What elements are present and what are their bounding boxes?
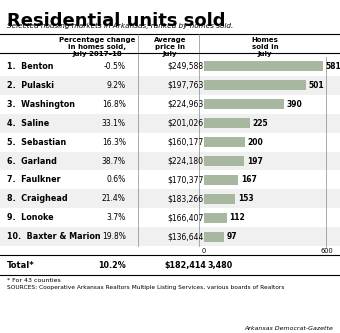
Text: $182,414: $182,414 [164, 260, 206, 270]
Text: 600: 600 [320, 248, 333, 254]
Text: Selected housing markets in Arkansas, ranked by homes sold.: Selected housing markets in Arkansas, ra… [7, 23, 233, 29]
Text: 3.7%: 3.7% [106, 213, 126, 222]
Text: 112: 112 [230, 213, 245, 222]
Text: Average
price in
July: Average price in July [154, 37, 186, 57]
Text: 16.8%: 16.8% [102, 100, 126, 109]
Text: 167: 167 [241, 175, 257, 184]
Text: 390: 390 [286, 100, 302, 109]
Text: 9.2%: 9.2% [107, 81, 126, 90]
Text: $136,644: $136,644 [167, 232, 203, 241]
Text: 225: 225 [253, 119, 268, 128]
Text: $249,588: $249,588 [167, 62, 203, 71]
Text: $166,407: $166,407 [167, 213, 203, 222]
Text: 200: 200 [248, 138, 263, 147]
Text: 0.6%: 0.6% [106, 175, 126, 184]
Text: 3,480: 3,480 [207, 260, 233, 270]
Text: 33.1%: 33.1% [102, 119, 126, 128]
Text: 5.  Sebastian: 5. Sebastian [7, 138, 66, 147]
Text: 581: 581 [325, 62, 340, 71]
Text: 10.2%: 10.2% [98, 260, 126, 270]
Text: -0.5%: -0.5% [104, 62, 126, 71]
Text: 0: 0 [202, 248, 206, 254]
Text: Arkansas Democrat-Gazette: Arkansas Democrat-Gazette [244, 326, 333, 331]
Text: * For 43 counties: * For 43 counties [7, 278, 61, 283]
Text: 97: 97 [226, 232, 237, 241]
Text: 7.  Faulkner: 7. Faulkner [7, 175, 61, 184]
Text: $224,180: $224,180 [167, 157, 203, 166]
Text: $160,177: $160,177 [167, 138, 203, 147]
Text: $170,377: $170,377 [167, 175, 203, 184]
Text: 2.  Pulaski: 2. Pulaski [7, 81, 54, 90]
Text: 16.3%: 16.3% [102, 138, 126, 147]
Text: $201,026: $201,026 [167, 119, 203, 128]
Text: $197,763: $197,763 [167, 81, 203, 90]
Text: 501: 501 [309, 81, 325, 90]
Text: 38.7%: 38.7% [102, 157, 126, 166]
Text: Total*: Total* [7, 260, 35, 270]
Text: 6.  Garland: 6. Garland [7, 157, 57, 166]
Text: $224,963: $224,963 [167, 100, 203, 109]
Text: Homes
sold in
July: Homes sold in July [252, 37, 279, 57]
Text: 8.  Craighead: 8. Craighead [7, 194, 67, 203]
Text: SOURCES: Cooperative Arkansas Realtors Multiple Listing Services, various boards: SOURCES: Cooperative Arkansas Realtors M… [7, 285, 284, 290]
Text: 1.  Benton: 1. Benton [7, 62, 53, 71]
Text: Residential units sold: Residential units sold [7, 12, 225, 30]
Text: $183,266: $183,266 [167, 194, 203, 203]
Text: 4.  Saline: 4. Saline [7, 119, 49, 128]
Text: 19.8%: 19.8% [102, 232, 126, 241]
Text: Percentage change
in homes sold,
July 2017–18: Percentage change in homes sold, July 20… [59, 37, 135, 57]
Text: 9.  Lonoke: 9. Lonoke [7, 213, 53, 222]
Text: 3.  Washington: 3. Washington [7, 100, 75, 109]
Text: 153: 153 [238, 194, 254, 203]
Text: 10.  Baxter & Marion: 10. Baxter & Marion [7, 232, 100, 241]
Text: 21.4%: 21.4% [102, 194, 126, 203]
Text: 197: 197 [247, 157, 263, 166]
